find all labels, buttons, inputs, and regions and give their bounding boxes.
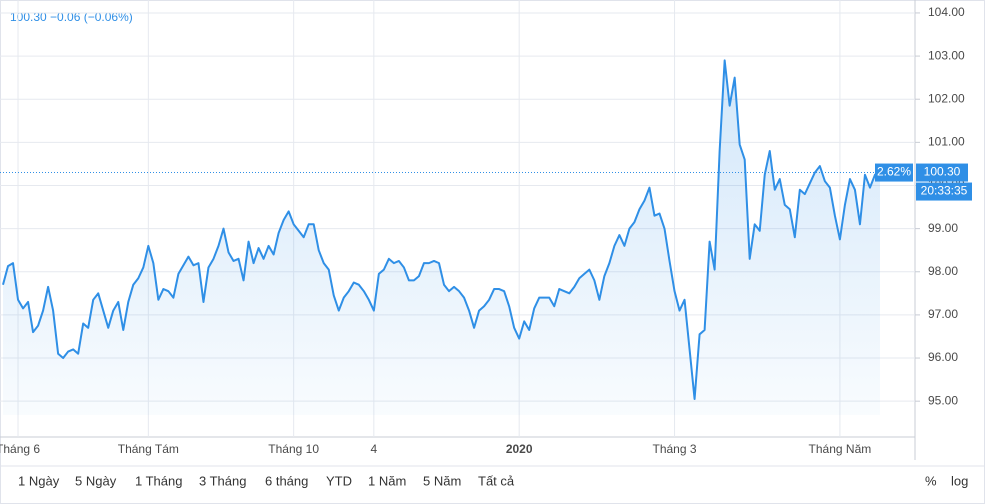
x-tick-label: Tháng 6 bbox=[0, 442, 40, 456]
range-button[interactable]: 1 Tháng bbox=[135, 473, 182, 488]
x-tick-label: Tháng 3 bbox=[653, 442, 697, 456]
y-tick-label: 95.00 bbox=[928, 393, 958, 407]
percent-toggle[interactable]: % bbox=[925, 473, 937, 488]
y-tick-label: 96.00 bbox=[928, 350, 958, 364]
x-tick-label: Tháng Tám bbox=[118, 442, 179, 456]
countdown-tag bbox=[916, 182, 972, 201]
y-tick-label: 101.00 bbox=[928, 135, 965, 149]
range-button[interactable]: 1 Năm bbox=[368, 473, 406, 488]
price-tag bbox=[916, 163, 968, 182]
y-tick-label: 97.00 bbox=[928, 307, 958, 321]
range-button[interactable]: 3 Tháng bbox=[199, 473, 246, 488]
y-tick-label: 104.00 bbox=[928, 5, 965, 19]
x-tick-label: Tháng 10 bbox=[268, 442, 319, 456]
price-line bbox=[2, 59, 881, 401]
change-tag bbox=[875, 163, 913, 182]
range-button[interactable]: 5 Năm bbox=[423, 473, 461, 488]
y-tick-label: 103.00 bbox=[928, 48, 965, 62]
legend-text: 100.30 −0.06 (−0.06%) bbox=[10, 10, 133, 24]
y-tick-label: 98.00 bbox=[928, 264, 958, 278]
range-button[interactable]: 1 Ngày bbox=[18, 473, 60, 488]
x-tick-label: Tháng Năm bbox=[809, 442, 872, 456]
range-button[interactable]: Tất cả bbox=[478, 473, 515, 488]
x-tick-label: 2020 bbox=[506, 442, 533, 456]
price-tag-label: 100.30 bbox=[924, 165, 961, 179]
y-tick-label: 102.00 bbox=[928, 91, 965, 105]
countdown-label: 20:33:35 bbox=[921, 184, 968, 198]
change-tag-label: 2.62% bbox=[877, 165, 911, 179]
range-button[interactable]: 6 tháng bbox=[265, 473, 308, 488]
y-tick-label: 99.00 bbox=[928, 221, 958, 235]
x-tick-label: 4 bbox=[371, 442, 378, 456]
range-button[interactable]: 5 Ngày bbox=[75, 473, 117, 488]
range-button[interactable]: YTD bbox=[326, 473, 352, 488]
area bbox=[3, 60, 880, 415]
log-toggle[interactable]: log bbox=[951, 473, 968, 488]
